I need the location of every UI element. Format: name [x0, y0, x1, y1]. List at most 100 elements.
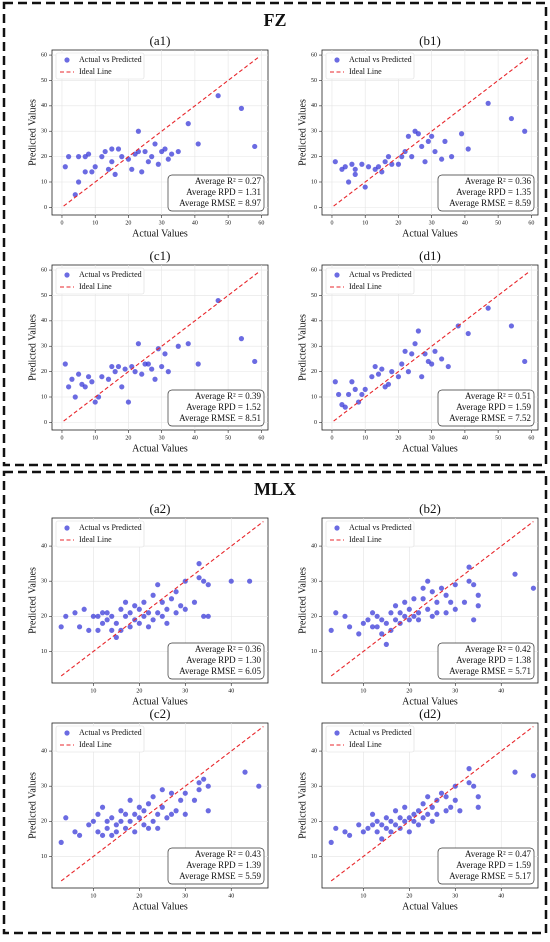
- point: [145, 361, 151, 367]
- point: [425, 606, 431, 612]
- point: [397, 815, 403, 821]
- x-tick-label: 50: [495, 435, 501, 441]
- point: [443, 592, 449, 598]
- point: [72, 610, 78, 616]
- point: [372, 363, 378, 370]
- y-tick-label: 10: [311, 179, 317, 185]
- y-tick-label: 50: [311, 78, 317, 84]
- point: [256, 783, 262, 789]
- point: [352, 171, 358, 177]
- annotation: Average R² = 0.47: [465, 849, 532, 859]
- point: [129, 166, 135, 172]
- point: [475, 804, 481, 810]
- x-tick-label: 50: [225, 435, 231, 441]
- point: [164, 606, 170, 612]
- point: [89, 379, 95, 385]
- panel-title: (c2): [150, 706, 171, 721]
- x-axis-label: Actual Values: [402, 228, 458, 239]
- point: [389, 161, 395, 167]
- point: [522, 358, 528, 365]
- point: [409, 154, 415, 160]
- point: [63, 613, 69, 619]
- point: [429, 589, 435, 595]
- point: [405, 133, 411, 139]
- point: [415, 610, 422, 616]
- x-tick-label: 40: [228, 893, 234, 899]
- legend-label: Actual vs Predicted: [349, 523, 412, 532]
- x-tick-label: 40: [462, 220, 468, 226]
- point: [425, 138, 431, 144]
- point: [443, 610, 449, 616]
- point: [178, 797, 184, 803]
- x-tick-label: 0: [60, 435, 63, 441]
- point: [112, 171, 118, 177]
- point: [109, 613, 115, 619]
- point: [136, 804, 142, 810]
- x-axis-label: Actual Values: [402, 696, 458, 707]
- ideal-line: [330, 726, 534, 882]
- x-tick-label: 0: [60, 220, 63, 226]
- y-tick-label: 30: [41, 579, 47, 585]
- x-tick-label: 20: [136, 688, 142, 694]
- point: [175, 343, 181, 349]
- point: [389, 369, 395, 375]
- point: [346, 624, 353, 630]
- y-tick-label: 30: [311, 579, 317, 585]
- point: [195, 361, 201, 367]
- point: [122, 599, 129, 605]
- point: [201, 578, 207, 584]
- point: [109, 146, 115, 152]
- point: [104, 818, 110, 824]
- point: [362, 184, 368, 190]
- point: [369, 822, 376, 828]
- legend-label: Ideal Line: [349, 535, 382, 544]
- point: [402, 348, 408, 354]
- x-axis-label: Actual Values: [402, 901, 458, 912]
- point: [466, 564, 472, 570]
- point: [127, 797, 133, 803]
- legend-box: [55, 520, 145, 548]
- point: [139, 169, 145, 175]
- point: [142, 148, 148, 155]
- point: [86, 627, 92, 633]
- annotation: Average RPD = 1.31: [186, 187, 261, 197]
- point: [182, 811, 188, 817]
- point: [434, 811, 440, 817]
- point: [383, 825, 389, 831]
- point: [122, 613, 129, 619]
- point: [132, 369, 138, 375]
- point: [99, 832, 106, 838]
- y-tick-label: 10: [311, 394, 317, 400]
- y-tick-label: 10: [311, 649, 317, 655]
- panel-title: (a1): [150, 33, 171, 48]
- point: [165, 156, 171, 162]
- annotation: Average R² = 0.39: [195, 391, 262, 401]
- y-axis-label: Predicted Values: [297, 567, 308, 634]
- point: [475, 592, 481, 598]
- point: [205, 783, 211, 789]
- y-tick-label: 30: [311, 344, 317, 350]
- x-tick-label: 20: [395, 435, 401, 441]
- point: [155, 610, 161, 616]
- point: [415, 822, 422, 828]
- point: [383, 620, 389, 626]
- point: [415, 617, 422, 623]
- y-tick-label: 50: [311, 293, 317, 299]
- point: [75, 371, 82, 377]
- point: [457, 808, 463, 814]
- x-tick-label: 30: [159, 220, 165, 226]
- point: [152, 141, 158, 147]
- legend-label: Ideal Line: [349, 67, 382, 76]
- legend-label: Ideal Line: [349, 740, 382, 749]
- y-tick-label: 30: [311, 784, 317, 790]
- x-tick-label: 20: [406, 688, 412, 694]
- point: [379, 822, 385, 828]
- legend-marker: [64, 57, 70, 63]
- point: [342, 613, 348, 619]
- point: [345, 391, 352, 398]
- point: [342, 164, 348, 170]
- point: [155, 161, 161, 167]
- section-title: MLX: [254, 479, 296, 499]
- y-axis-label: Predicted Values: [27, 99, 38, 166]
- point: [461, 599, 468, 605]
